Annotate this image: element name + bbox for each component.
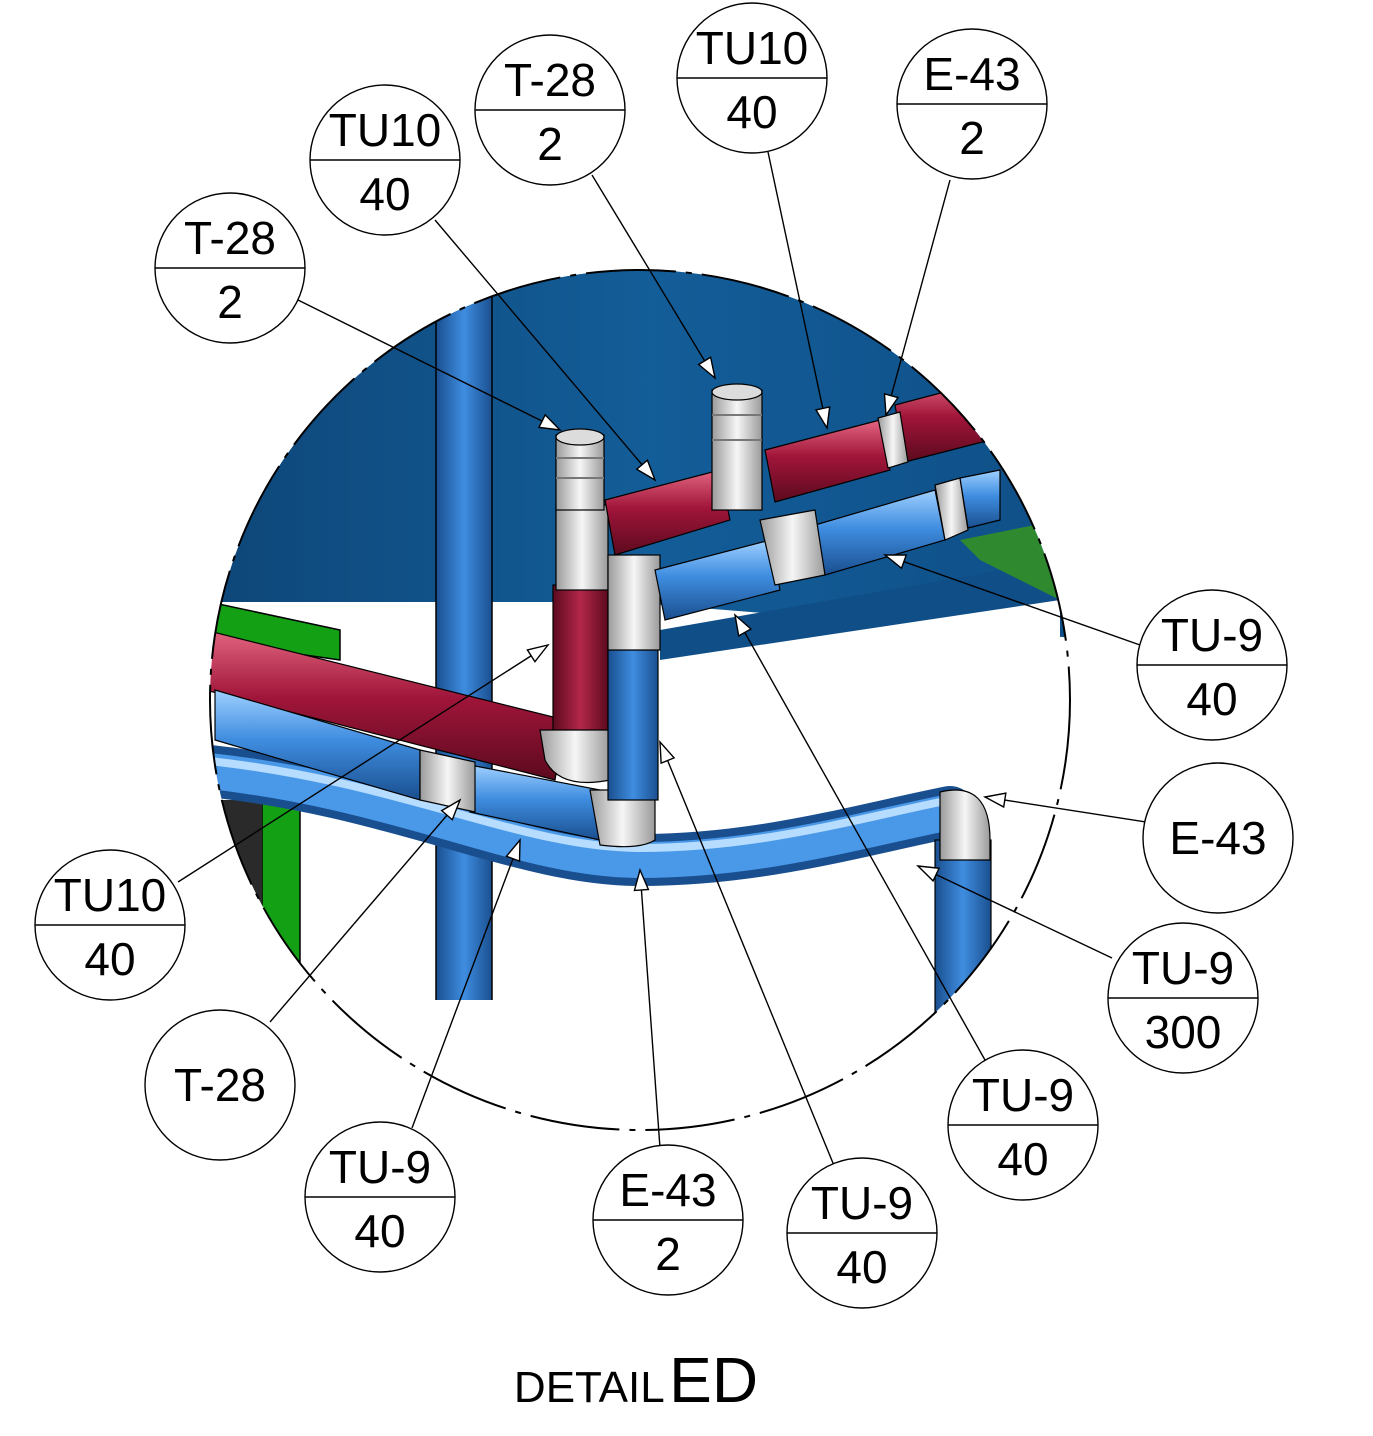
balloon-b10: TU-9 40 (787, 1158, 937, 1308)
balloon-item-label: T-28 (174, 1059, 266, 1111)
balloon-item-label: E-43 (619, 1164, 716, 1216)
balloon-item-label: T-28 (184, 212, 276, 264)
balloon-b14: TU10 40 (35, 850, 185, 1000)
balloon-item-label: TU-9 (1161, 609, 1263, 661)
balloon-quantity-label: 40 (354, 1205, 405, 1257)
balloon-b9: TU-9 40 (948, 1050, 1098, 1200)
balloon-item-label: TU-9 (329, 1141, 431, 1193)
balloon-quantity-label: 40 (1186, 673, 1237, 725)
tank-column (436, 280, 492, 1000)
balloon-item-label: TU-9 (811, 1177, 913, 1229)
balloon-quantity-label: 40 (726, 86, 777, 138)
balloon-b13: T-28 (145, 1010, 295, 1160)
balloon-item-label: TU-9 (972, 1069, 1074, 1121)
detail-title: DETAIL ED (514, 1344, 758, 1416)
balloon-item-label: T-28 (504, 54, 596, 106)
balloon-b3: T-28 2 (475, 35, 625, 185)
top-left-fitting (556, 435, 604, 510)
balloon-b5: E-43 2 (897, 29, 1047, 179)
detail-title-prefix: DETAIL (514, 1363, 665, 1412)
balloon-item-label: E-43 (923, 48, 1020, 100)
balloon-quantity-label: 40 (359, 168, 410, 220)
blue-riser (608, 650, 658, 800)
balloon-quantity-label: 2 (959, 112, 985, 164)
balloon-b6: TU-9 40 (1137, 590, 1287, 740)
vertical-fitting (556, 505, 608, 590)
balloon-item-label: E-43 (1169, 812, 1266, 864)
balloon-b8: TU-9 300 (1108, 923, 1258, 1073)
balloon-item-label: TU10 (54, 869, 166, 921)
balloon-b11: E-43 2 (593, 1145, 743, 1295)
balloon-quantity-label: 40 (997, 1133, 1048, 1185)
balloon-item-label: TU10 (696, 22, 808, 74)
balloon-quantity-label: 300 (1145, 1006, 1222, 1058)
balloon-item-label: TU-9 (1132, 942, 1234, 994)
balloon-b1: T-28 2 (155, 193, 305, 343)
detail-title-name: ED (669, 1344, 758, 1416)
red-riser (553, 585, 608, 735)
middle-tee (712, 390, 762, 510)
balloon-quantity-label: 2 (655, 1228, 681, 1280)
balloon-b12: TU-9 40 (305, 1122, 455, 1272)
balloon-quantity-label: 2 (537, 118, 563, 170)
balloon-quantity-label: 40 (84, 933, 135, 985)
balloon-b2: TU10 40 (310, 85, 460, 235)
balloon-b7: E-43 (1143, 763, 1293, 913)
balloon-quantity-label: 2 (217, 276, 243, 328)
balloon-quantity-label: 40 (836, 1241, 887, 1293)
balloon-b4: TU10 40 (677, 3, 827, 153)
balloon-item-label: TU10 (329, 104, 441, 156)
